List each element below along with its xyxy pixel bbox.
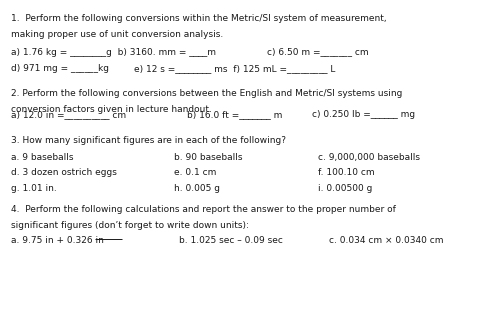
Text: b. 90 baseballs: b. 90 baseballs [174, 153, 243, 162]
Text: 2. Perform the following conversions between the English and Metric/SI systems u: 2. Perform the following conversions bet… [11, 89, 402, 98]
Text: a) 12.0 in =__________ cm: a) 12.0 in =__________ cm [11, 110, 126, 119]
Text: c) 6.50 m =_______ cm: c) 6.50 m =_______ cm [267, 48, 369, 57]
Text: 4.  Perform the following calculations and report the answer to the proper numbe: 4. Perform the following calculations an… [11, 205, 396, 214]
Text: a. 9.75 in + 0.326 in: a. 9.75 in + 0.326 in [11, 236, 104, 245]
Text: making proper use of unit conversion analysis.: making proper use of unit conversion ana… [11, 30, 223, 39]
Text: e. 0.1 cm: e. 0.1 cm [174, 168, 217, 177]
Text: h. 0.005 g: h. 0.005 g [174, 184, 220, 193]
Text: a. 9 baseballs: a. 9 baseballs [11, 153, 74, 162]
Text: b. 1.025 sec – 0.09 sec: b. 1.025 sec – 0.09 sec [179, 236, 283, 245]
Text: a) 1.76 kg = ________g  b) 3160. mm = ____m: a) 1.76 kg = ________g b) 3160. mm = ___… [11, 48, 216, 57]
Text: 3. How many significant figures are in each of the following?: 3. How many significant figures are in e… [11, 136, 286, 145]
Text: conversion factors given in lecture handout.: conversion factors given in lecture hand… [11, 105, 212, 115]
Text: c. 0.034 cm × 0.0340 cm: c. 0.034 cm × 0.0340 cm [329, 236, 443, 245]
Text: d. 3 dozen ostrich eggs: d. 3 dozen ostrich eggs [11, 168, 117, 177]
Text: b) 16.0 ft =_______ m: b) 16.0 ft =_______ m [187, 110, 282, 119]
Text: significant figures (don’t forget to write down units):: significant figures (don’t forget to wri… [11, 221, 249, 230]
Text: c) 0.250 lb =______ mg: c) 0.250 lb =______ mg [312, 110, 415, 119]
Text: d) 971 mg = ______kg: d) 971 mg = ______kg [11, 64, 109, 73]
Text: e) 12 s =________ ms  f) 125 mL =_________ L: e) 12 s =________ ms f) 125 mL =________… [134, 64, 336, 73]
Text: f. 100.10 cm: f. 100.10 cm [318, 168, 374, 177]
Text: 1.  Perform the following conversions within the Metric/SI system of measurement: 1. Perform the following conversions wit… [11, 14, 386, 23]
Text: i. 0.00500 g: i. 0.00500 g [318, 184, 372, 193]
Text: g. 1.01 in.: g. 1.01 in. [11, 184, 57, 193]
Text: c. 9,000,000 baseballs: c. 9,000,000 baseballs [318, 153, 420, 162]
